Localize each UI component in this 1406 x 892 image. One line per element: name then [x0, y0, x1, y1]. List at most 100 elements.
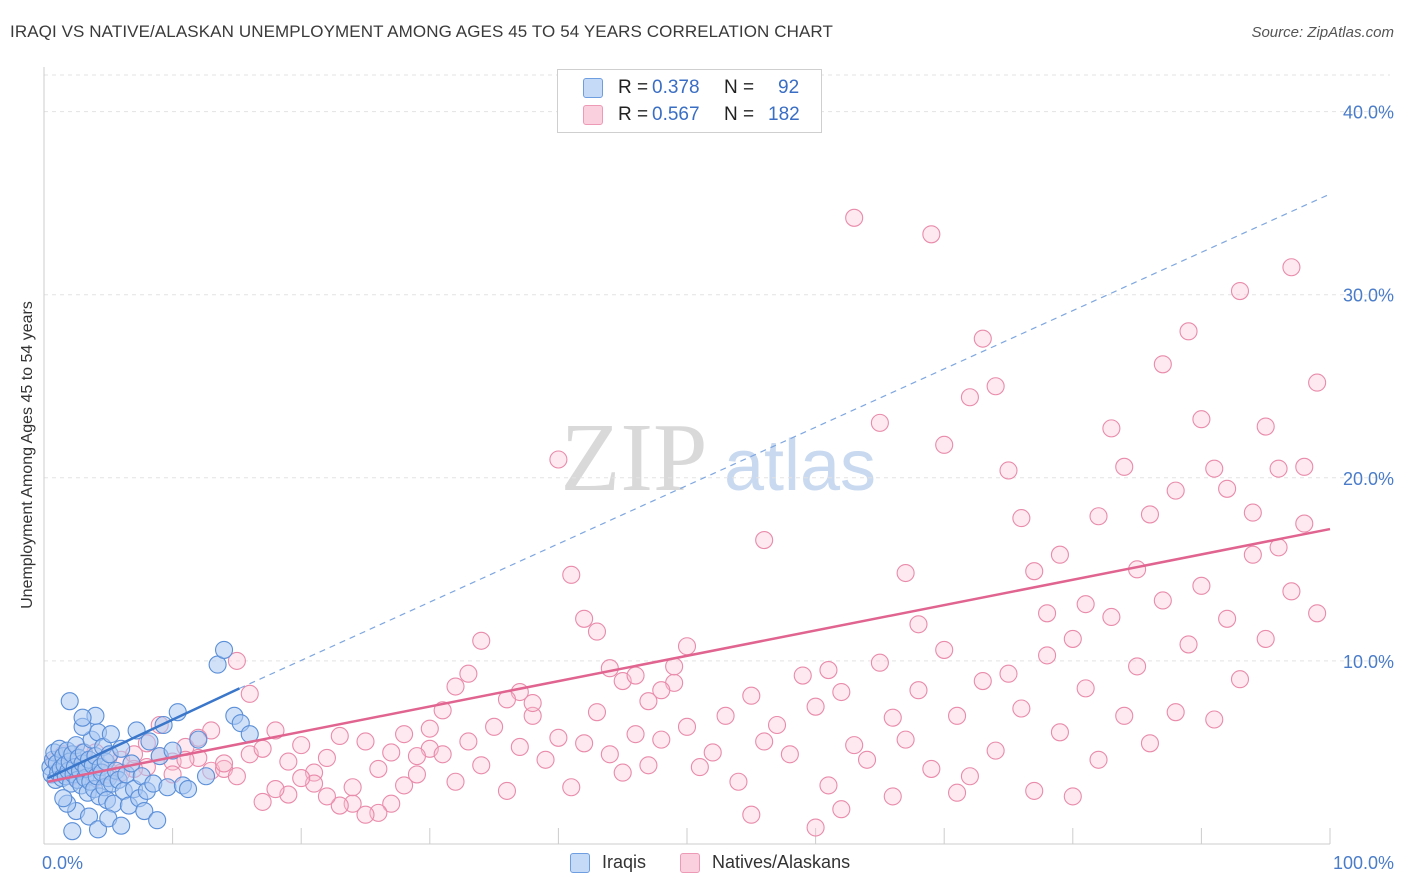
natives-point [832, 800, 851, 819]
natives-point [870, 653, 889, 672]
natives-point [356, 732, 375, 751]
legend-row-natives: R = 0.567 N = 182 [558, 103, 800, 127]
natives-point [639, 756, 658, 775]
natives-point [1140, 734, 1160, 753]
natives-point [716, 706, 735, 725]
natives-point [549, 728, 568, 747]
natives-swatch [583, 105, 603, 125]
natives-point [227, 767, 246, 786]
natives-point [935, 435, 954, 454]
natives-point [819, 776, 838, 795]
natives-point [420, 719, 439, 738]
natives-point [446, 772, 465, 791]
natives-point [266, 780, 285, 799]
iraqis-r-value: 0.378 [652, 77, 700, 98]
natives-point [639, 692, 658, 711]
natives-point [845, 208, 864, 227]
iraqis-point [148, 811, 167, 830]
natives-point [227, 651, 246, 670]
natives-point [1025, 562, 1044, 581]
natives-point [1089, 507, 1108, 526]
natives-point [613, 763, 632, 782]
natives-point [883, 787, 902, 806]
natives-point [755, 531, 774, 550]
natives-point [485, 717, 504, 736]
y-tick-label: 10.0% [1343, 652, 1394, 672]
natives-point [1282, 258, 1301, 277]
natives-point [343, 778, 362, 797]
natives-point [883, 708, 902, 727]
natives-point [1076, 679, 1095, 698]
iraqis-point [79, 807, 99, 826]
natives-point [587, 622, 607, 641]
natives-point [446, 677, 465, 696]
natives-point [1102, 419, 1121, 438]
iraqis-trend-line [47, 687, 241, 780]
natives-point [755, 732, 774, 751]
natives-point [317, 787, 336, 806]
natives-point [407, 765, 426, 784]
natives-point [549, 450, 568, 469]
stats-legend: R = 0.378 N = 92 R = 0.567 N = 182 [557, 69, 822, 133]
natives-point [266, 721, 285, 740]
natives-point [999, 664, 1018, 683]
natives-point [382, 794, 401, 813]
natives-point [1179, 635, 1198, 654]
natives-point [1243, 503, 1262, 522]
legend-item-iraqis: Iraqis [570, 852, 646, 873]
natives-point [819, 661, 838, 680]
natives-point [935, 640, 954, 659]
natives-point [626, 725, 645, 744]
legend-iraqis-label: Iraqis [602, 852, 647, 872]
natives-point [587, 703, 607, 722]
natives-point [896, 730, 915, 749]
natives-point [652, 730, 671, 749]
axes [43, 67, 1331, 845]
natives-point [677, 637, 697, 656]
natives-n-label: N = [724, 104, 755, 125]
natives-point [1153, 591, 1172, 610]
natives-point [1128, 657, 1147, 676]
iraqis-point [63, 822, 82, 841]
natives-point [407, 747, 426, 766]
natives-point [677, 717, 697, 736]
natives-point [948, 706, 967, 725]
natives-point [562, 778, 581, 797]
natives-point [742, 686, 761, 705]
natives-point [214, 754, 234, 773]
iraqis-point [60, 692, 79, 711]
natives-point [369, 759, 388, 778]
y-tick-label: 40.0% [1343, 103, 1394, 123]
natives-point [510, 737, 529, 757]
natives-point [395, 725, 414, 744]
natives-point [1192, 576, 1211, 595]
natives-point [523, 693, 542, 713]
legend-natives-swatch [680, 852, 701, 873]
natives-point [562, 565, 581, 584]
natives-point [780, 745, 799, 764]
natives-point [459, 664, 478, 683]
natives-point [1050, 545, 1069, 564]
y-tick-label: 20.0% [1343, 469, 1394, 489]
natives-point [806, 818, 825, 837]
natives-point [986, 377, 1005, 396]
natives-point [1050, 723, 1069, 742]
natives-point [1218, 609, 1237, 628]
natives-point [973, 329, 992, 348]
natives-point [1115, 457, 1134, 476]
natives-point [1243, 545, 1262, 564]
natives-point [1269, 459, 1288, 478]
natives-point [1282, 582, 1301, 601]
natives-point [253, 792, 272, 811]
natives-point [1308, 373, 1327, 392]
natives-point [845, 736, 864, 755]
natives-point [1012, 699, 1031, 718]
x-tick-label: 0.0% [42, 853, 83, 873]
natives-point [1295, 457, 1314, 476]
natives-point [292, 736, 311, 755]
natives-point [960, 388, 979, 407]
natives-n-value: 182 [768, 104, 800, 125]
tick-labels: 10.0% 20.0% 30.0% 40.0% 0.0% 100.0% [42, 103, 1394, 873]
iraqis-point [189, 730, 208, 749]
natives-point [536, 750, 555, 769]
